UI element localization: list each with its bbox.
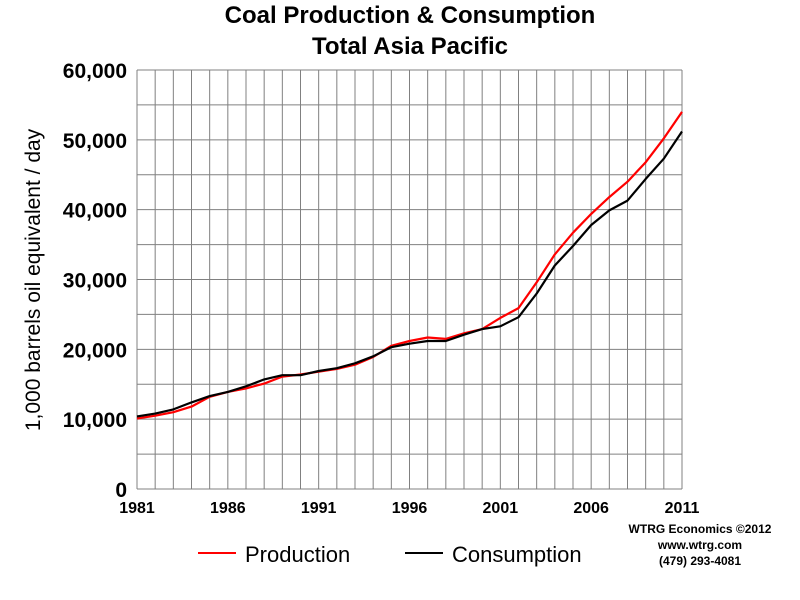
legend: Production Consumption [198, 542, 582, 567]
y-tick-label: 10,000 [63, 409, 127, 432]
y-tick-label: 30,000 [63, 270, 127, 293]
y-axis-ticks: 0 10,000 20,000 30,000 40,000 50,000 60,000 [63, 60, 127, 502]
x-tick-label: 2006 [573, 500, 609, 517]
credit-phone: (479) 293-4081 [659, 554, 741, 568]
y-tick-label: 20,000 [63, 339, 127, 362]
legend-label-production: Production [245, 542, 350, 567]
x-tick-label: 1981 [119, 500, 155, 517]
x-tick-label: 1986 [210, 500, 246, 517]
x-axis-ticks: 1981 1986 1991 1996 2001 2006 2011 [119, 500, 699, 517]
x-tick-label: 2001 [483, 500, 519, 517]
y-tick-label: 0 [115, 479, 127, 502]
grid [136, 69, 683, 490]
series-line-consumption [136, 130, 683, 418]
y-axis-label: 1,000 barrels oil equivalent / day [22, 128, 45, 431]
credit-website: www.wtrg.com [657, 538, 742, 552]
x-tick-label: 1991 [301, 500, 337, 517]
x-tick-label: 2011 [665, 500, 700, 517]
x-tick-label: 1996 [392, 500, 428, 517]
legend-label-consumption: Consumption [452, 542, 582, 567]
y-tick-label: 50,000 [63, 130, 127, 153]
series-group [136, 111, 683, 420]
y-tick-label: 40,000 [63, 200, 127, 223]
chart-title-line-1: Coal Production & Consumption [225, 2, 596, 29]
y-tick-label: 60,000 [63, 60, 127, 83]
credit-company: WTRG Economics ©2012 [629, 522, 772, 536]
chart-title-line-2: Total Asia Pacific [312, 33, 508, 60]
